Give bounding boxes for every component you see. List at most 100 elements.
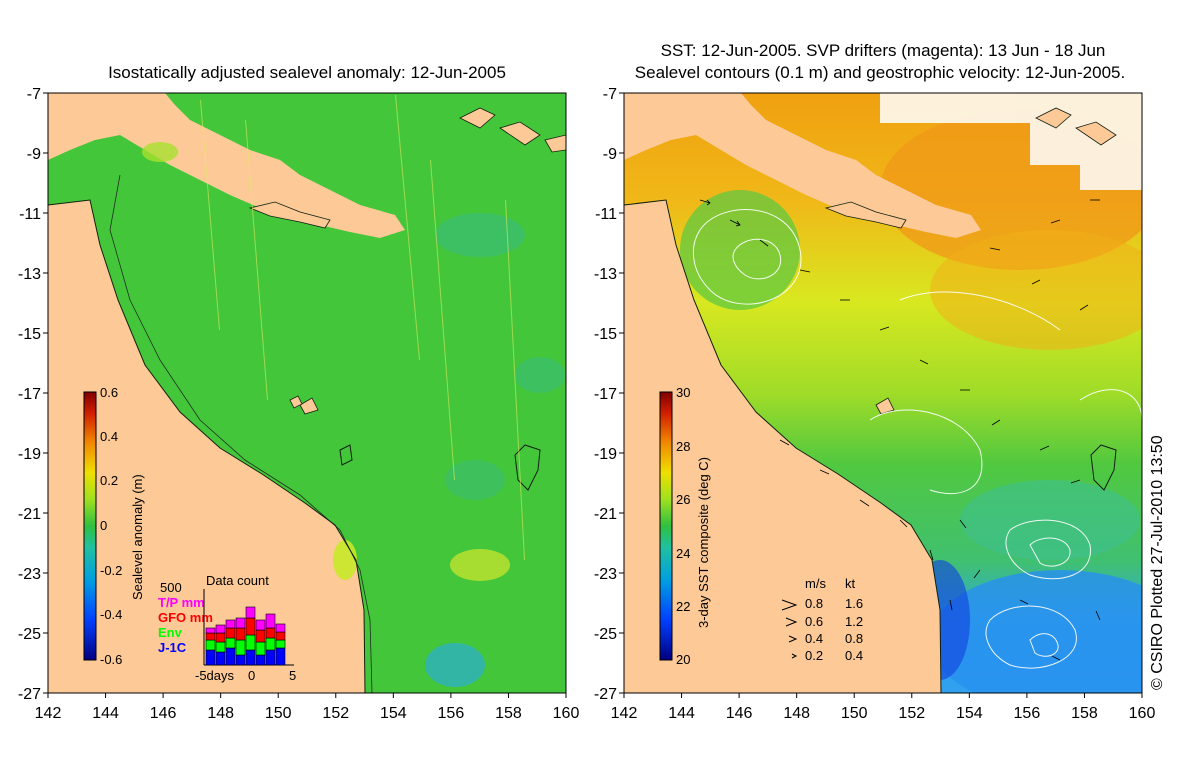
speed-legend-kt: 0.4 — [845, 648, 863, 663]
sst-cb-tick: 26 — [676, 492, 690, 507]
sst-cb-tick: 24 — [676, 546, 690, 561]
left-coastline — [48, 199, 366, 693]
right-x-tick-label: 144 — [668, 705, 695, 722]
right-x-tick-label: 156 — [1014, 705, 1041, 722]
left-y-tick-label: -15 — [18, 326, 41, 343]
left-x-tick-label: 156 — [438, 705, 465, 722]
right-y-tick-label: -25 — [594, 626, 617, 643]
left-x-tick-label: 148 — [207, 705, 234, 722]
right-x-tick-label: 154 — [956, 705, 983, 722]
right-png-land — [624, 93, 981, 238]
left-x-tick-label: 158 — [495, 705, 522, 722]
speed-legend-ms: 0.8 — [805, 596, 823, 611]
left-y-tick-label: -17 — [18, 386, 41, 403]
sla-colorbar-label: Sealevel anomaly (m) — [130, 474, 145, 600]
sla-cb-tick: -0.4 — [100, 607, 122, 622]
left-x-tick-label: 146 — [150, 705, 177, 722]
data-count-inset: Data count 500 T/P mm GFO mm Env J-1C -5… — [158, 573, 296, 683]
sst-cb-tick: 22 — [676, 599, 690, 614]
left-shelf-contour — [109, 174, 373, 693]
right-x-tick-label: 150 — [841, 705, 868, 722]
legend-tp: T/P mm — [158, 595, 205, 610]
credit-text: © CSIRO Plotted 27-Jul-2010 13:50 — [1149, 435, 1166, 690]
left-y-tick-label: -25 — [18, 626, 41, 643]
sla-cb-tick: 0 — [100, 518, 107, 533]
right-panel-title-line1: SST: 12-Jun-2005. SVP drifters (magenta)… — [661, 41, 1106, 60]
sla-blob — [515, 357, 565, 393]
left-y-tick-label: -11 — [19, 206, 41, 223]
left-x-tick-label: 160 — [553, 705, 580, 722]
data-count-title: Data count — [206, 573, 269, 588]
legend-j1c: J-1C — [158, 640, 187, 655]
sst-patch — [930, 570, 1142, 693]
sst-patch — [930, 230, 1142, 350]
left-map-panel: 0.6 0.4 0.2 0 -0.2 -0.4 -0.6 Sealevel an… — [47, 63, 567, 694]
legend-env: Env — [158, 625, 183, 640]
right-y-tick-label: -9 — [603, 146, 617, 163]
left-satellite-tracks — [200, 95, 525, 560]
right-x-tick-label: 158 — [1071, 705, 1098, 722]
speed-legend-kt: 1.6 — [845, 596, 863, 611]
sla-cb-tick: 0.4 — [100, 429, 118, 444]
right-y-tick-label: -7 — [603, 86, 617, 103]
sst-cb-tick: 20 — [676, 652, 690, 667]
right-y-tick-label: -23 — [594, 566, 617, 583]
speed-legend-ms: 0.6 — [805, 614, 823, 629]
speed-arrow-0.4 — [788, 635, 798, 643]
right-reef-outline — [1090, 444, 1117, 491]
sst-cb-tick: 28 — [676, 439, 690, 454]
sst-colorbar-ticks: 30 28 26 24 22 20 — [676, 385, 690, 667]
speed-arrow-0.2 — [791, 653, 798, 659]
right-panel-title-line2: Sealevel contours (0.1 m) and geostrophi… — [635, 63, 1125, 82]
left-y-tick-label: -9 — [27, 146, 41, 163]
axes-layer: 142 144 146 148 150 152 154 156 158 160 -7 -9 -11 -13… — [18, 86, 1156, 722]
sla-blob — [445, 460, 505, 500]
right-map-panel: 30 28 26 24 22 20 3-day SST composite (d… — [623, 41, 1143, 694]
data-count-xlabel: 5 — [289, 668, 296, 683]
left-x-tick-label: 142 — [35, 705, 62, 722]
right-y-tick-label: -15 — [594, 326, 617, 343]
right-y-tick-label: -21 — [594, 506, 617, 523]
left-png-land — [48, 93, 405, 238]
right-y-tick-label: -11 — [595, 206, 617, 223]
speed-legend-ms: 0.4 — [805, 631, 823, 646]
left-y-tick-label: -7 — [27, 86, 41, 103]
right-y-tick-label: -13 — [594, 266, 617, 283]
sla-colorbar-ticks: 0.6 0.4 0.2 0 -0.2 -0.4 -0.6 — [100, 385, 122, 667]
speed-legend-kt: 0.8 — [845, 631, 863, 646]
sla-blob — [333, 540, 357, 580]
left-reef-outline — [514, 444, 541, 491]
sst-colorbar-label: 3-day SST composite (deg C) — [696, 457, 711, 628]
left-islands — [248, 107, 566, 415]
velocity-arrows — [699, 199, 1101, 661]
sst-patch — [680, 190, 800, 310]
right-islands — [824, 107, 1117, 415]
speed-arrow-0.6 — [785, 617, 798, 627]
speed-legend: m/s kt 0.8 1.6 0.6 1.2 0.4 0.8 0.2 0.4 — [781, 576, 863, 663]
sla-blob — [435, 213, 525, 257]
data-count-max: 500 — [160, 580, 182, 595]
cloud-cover — [880, 93, 1142, 190]
sst-cb-tick: 30 — [676, 385, 690, 400]
left-y-tick-label: -23 — [18, 566, 41, 583]
data-count-xlabel: 0 — [248, 668, 255, 683]
right-x-tick-label: 146 — [726, 705, 753, 722]
right-x-tick-label: 152 — [898, 705, 925, 722]
right-y-tick-label: -27 — [594, 686, 617, 703]
left-x-tick-label: 144 — [92, 705, 119, 722]
sla-cb-tick: -0.2 — [100, 563, 122, 578]
right-x-tick-label: 160 — [1129, 705, 1156, 722]
left-reef-outline — [339, 444, 353, 466]
speed-legend-header-kt: kt — [845, 576, 856, 591]
speed-legend-ms: 0.2 — [805, 648, 823, 663]
sla-cb-tick: 0.6 — [100, 385, 118, 400]
speed-legend-kt: 1.2 — [845, 614, 863, 629]
left-y-tick-label: -27 — [18, 686, 41, 703]
data-count-xlabel: -5days — [195, 668, 235, 683]
sla-cb-tick: 0.2 — [100, 473, 118, 488]
left-y-tick-label: -13 — [18, 266, 41, 283]
right-coastline — [624, 199, 942, 693]
right-x-tick-label: 148 — [783, 705, 810, 722]
legend-gfo: GFO mm — [158, 610, 213, 625]
